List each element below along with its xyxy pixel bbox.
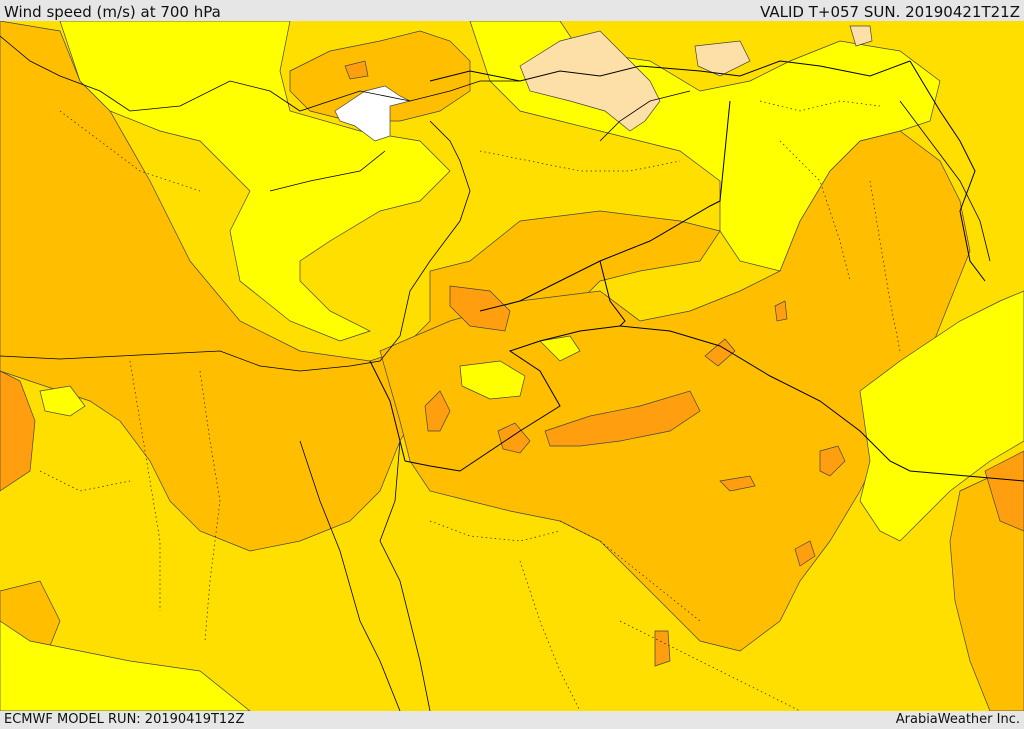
band-5-10-region	[519, 25, 873, 132]
model-run: ECMWF MODEL RUN: 20190419T12Z	[4, 712, 245, 727]
band-25-30-cores	[0, 60, 1024, 667]
coastlines	[0, 35, 991, 711]
band-0-5-region	[334, 85, 412, 142]
wind-speed-map	[0, 21, 1024, 711]
admin-boundaries	[39, 100, 901, 711]
valid-time: VALID T+057 SUN. 20190421T21Z	[760, 3, 1020, 21]
country-borders	[369, 60, 1024, 482]
map-title: Wind speed (m/s) at 700 hPa	[4, 3, 221, 21]
credit: ArabiaWeather Inc.	[895, 712, 1020, 727]
